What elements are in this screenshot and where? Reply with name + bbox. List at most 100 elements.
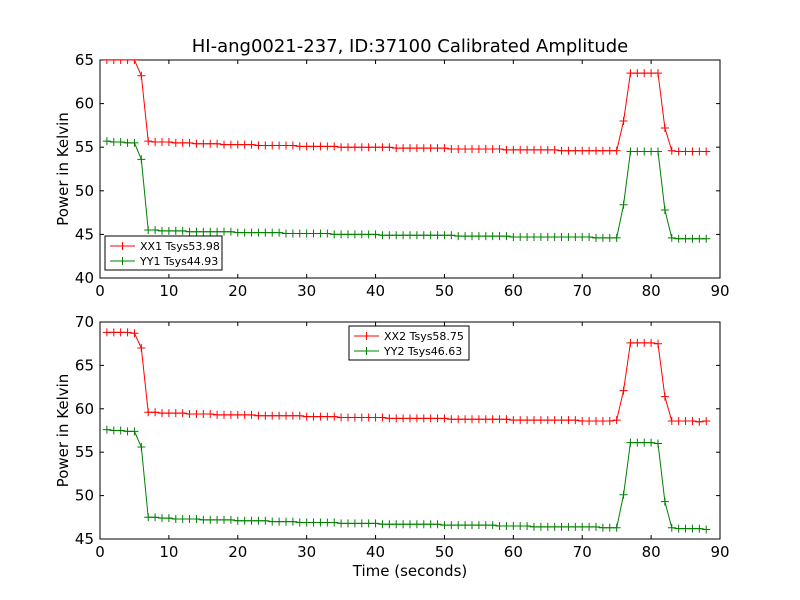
x-tick-label: 20 — [228, 543, 247, 561]
data-point-marker — [137, 344, 146, 353]
data-point-marker — [220, 515, 228, 524]
y-tick-label: 65 — [75, 51, 94, 69]
data-point-marker — [302, 412, 311, 421]
data-point-marker — [233, 228, 242, 237]
x-tick-label: 10 — [159, 282, 178, 300]
legend-marker-swatch — [362, 332, 371, 340]
y-tick-label: 55 — [75, 138, 94, 156]
data-point-marker — [151, 408, 160, 417]
data-point-marker — [199, 227, 208, 236]
data-point-marker — [261, 141, 270, 150]
data-point-marker — [206, 139, 215, 148]
data-point-marker — [295, 518, 304, 527]
data-point-marker — [633, 438, 642, 447]
data-point-marker — [350, 143, 359, 152]
data-point-marker — [151, 137, 160, 146]
data-point-marker — [674, 416, 683, 425]
data-point-marker — [509, 521, 518, 530]
data-point-marker — [302, 229, 311, 238]
data-point-marker — [536, 522, 545, 531]
data-point-marker — [378, 413, 387, 422]
legend-marker-swatch — [118, 257, 127, 265]
data-point-marker — [660, 392, 669, 401]
data-point-marker — [523, 233, 532, 242]
data-point-marker — [406, 520, 414, 529]
data-point-marker — [316, 412, 325, 421]
data-point-marker — [158, 514, 166, 523]
data-point-marker — [220, 227, 228, 236]
data-point-marker — [509, 233, 518, 242]
data-point-marker — [337, 143, 346, 152]
data-point-marker — [316, 142, 325, 151]
data-point-marker — [612, 146, 621, 155]
x-tick-label: 0 — [95, 282, 105, 300]
data-point-marker — [660, 205, 669, 214]
data-point-marker — [681, 524, 690, 533]
data-point-marker — [240, 140, 249, 149]
data-point-marker — [330, 230, 339, 239]
data-point-marker — [268, 411, 277, 420]
data-point-marker — [371, 143, 380, 152]
data-point-marker — [254, 411, 263, 420]
data-point-marker — [447, 144, 456, 153]
x-tick-label: 50 — [435, 282, 454, 300]
data-point-marker — [316, 518, 325, 527]
data-point-marker — [578, 233, 587, 242]
data-point-marker — [502, 521, 511, 530]
data-point-marker — [220, 410, 228, 419]
data-point-marker — [667, 416, 676, 425]
data-point-marker — [598, 523, 607, 532]
data-point-marker — [530, 145, 538, 154]
data-point-marker — [495, 415, 504, 424]
data-point-marker — [674, 234, 683, 243]
data-point-marker — [598, 233, 607, 242]
data-point-marker — [633, 147, 642, 156]
data-point-marker — [681, 234, 690, 243]
data-point-marker — [233, 516, 242, 525]
data-point-marker — [357, 519, 366, 528]
data-point-marker — [578, 522, 587, 531]
data-point-marker — [385, 520, 394, 529]
data-point-marker — [151, 513, 160, 522]
data-point-marker — [392, 414, 401, 423]
data-point-marker — [447, 521, 456, 530]
data-point-marker — [171, 515, 180, 524]
data-point-marker — [571, 522, 580, 531]
data-point-marker — [330, 142, 339, 151]
data-point-marker — [502, 145, 511, 154]
data-point-marker — [371, 230, 380, 239]
data-point-marker — [116, 60, 125, 64]
data-point-marker — [660, 497, 669, 506]
data-point-marker — [419, 414, 428, 423]
data-point-marker — [550, 145, 559, 154]
data-point-marker — [116, 328, 125, 337]
data-point-marker — [330, 518, 339, 527]
data-point-marker — [275, 411, 284, 420]
data-point-marker — [516, 416, 525, 425]
data-point-marker — [688, 147, 697, 156]
data-point-marker — [702, 416, 711, 425]
data-point-marker — [213, 139, 222, 148]
data-point-marker — [578, 146, 587, 155]
data-point-marker — [461, 415, 470, 424]
data-point-marker — [488, 232, 497, 241]
data-point-marker — [213, 410, 222, 419]
data-point-marker — [585, 522, 594, 531]
data-point-marker — [640, 338, 649, 347]
data-point-marker — [226, 140, 235, 149]
data-point-marker — [702, 234, 711, 243]
data-point-marker — [543, 522, 552, 531]
data-point-marker — [516, 233, 525, 242]
data-point-marker — [585, 146, 594, 155]
data-point-marker — [543, 233, 552, 242]
data-point-marker — [605, 146, 614, 155]
data-point-marker — [461, 232, 470, 241]
data-point-marker — [481, 144, 490, 153]
data-point-marker — [144, 513, 153, 522]
data-point-marker — [474, 144, 483, 153]
data-point-marker — [647, 147, 656, 156]
x-tick-label: 80 — [642, 543, 661, 561]
data-point-marker — [523, 145, 532, 154]
data-point-marker — [261, 411, 270, 420]
data-point-marker — [178, 226, 187, 235]
